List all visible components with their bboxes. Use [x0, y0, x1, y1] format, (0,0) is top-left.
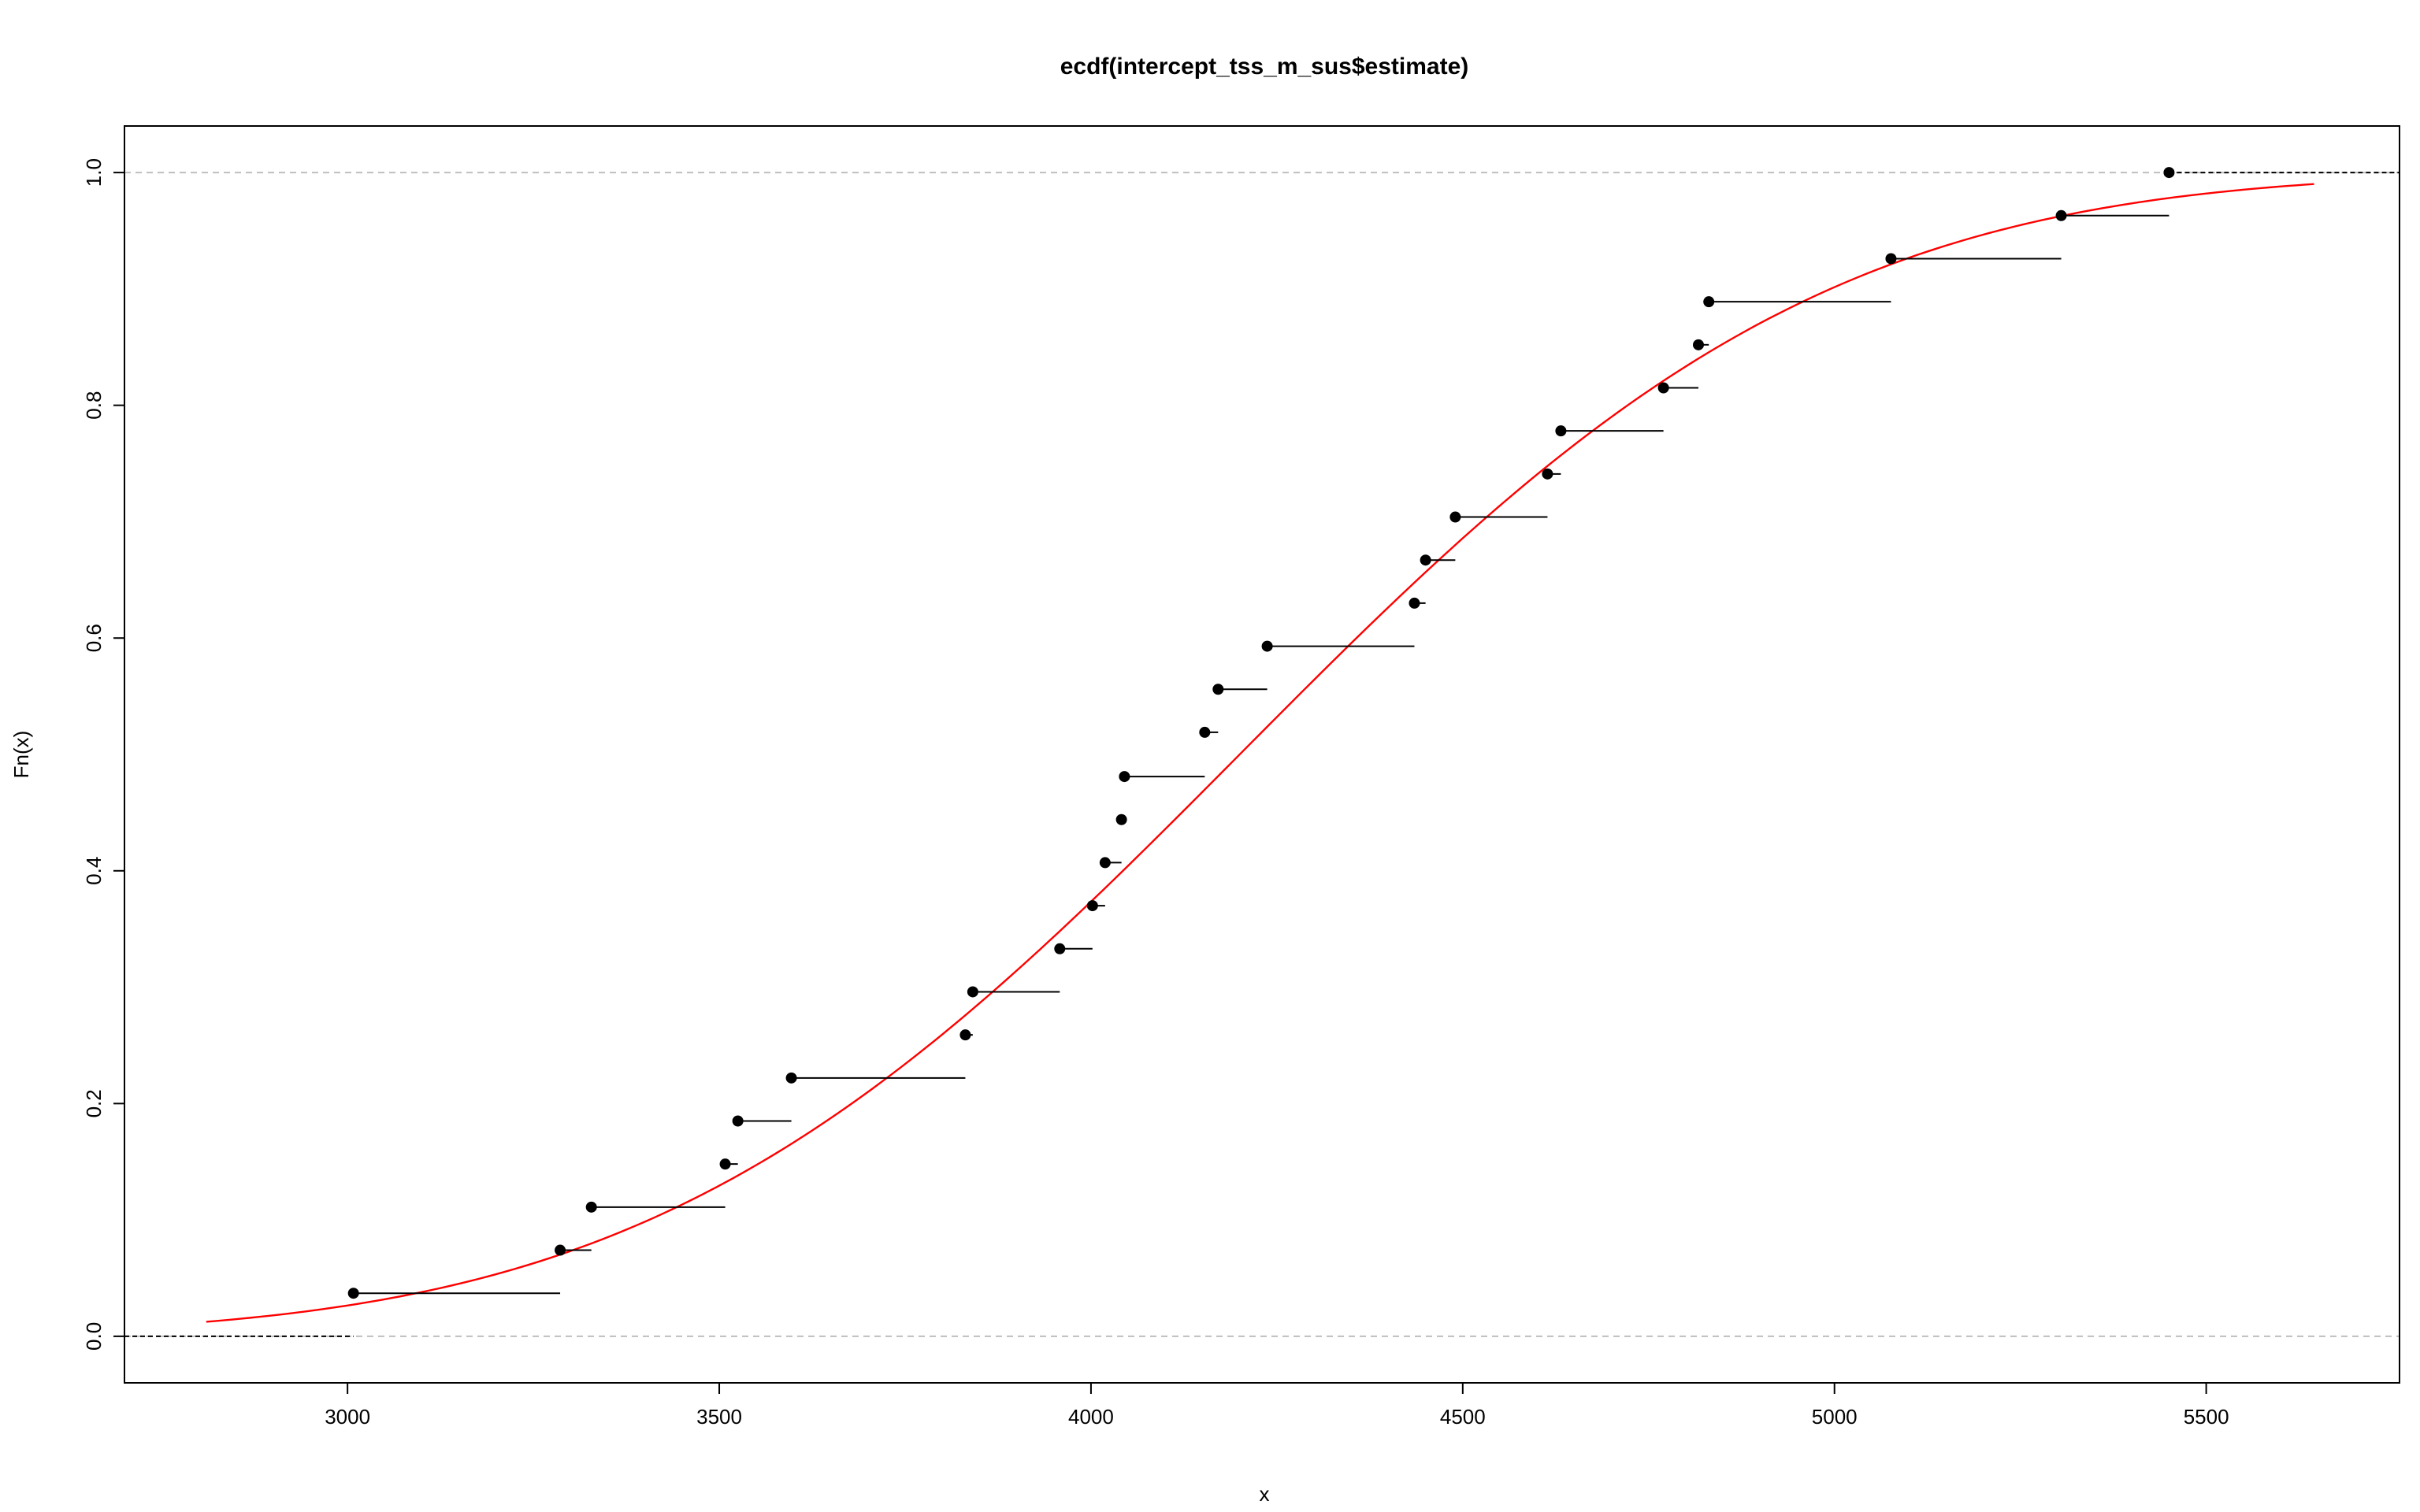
data-point [1885, 253, 1897, 265]
x-tick-label: 4000 [1068, 1405, 1114, 1429]
data-point [1703, 296, 1715, 308]
data-point [1119, 771, 1130, 783]
y-tick-label: 0.8 [82, 391, 106, 420]
data-point [2163, 167, 2175, 179]
y-tick-label: 0.0 [82, 1322, 106, 1351]
data-point [1099, 857, 1111, 869]
y-tick-label: 0.2 [82, 1089, 106, 1117]
y-tick-label: 0.6 [82, 624, 106, 652]
chart-title: ecdf(intercept_tss_m_sus$estimate) [1060, 54, 1469, 80]
data-point [785, 1072, 797, 1084]
y-tick-label: 1.0 [82, 158, 106, 187]
data-point [2055, 209, 2067, 221]
y-axis-label: Fn(x) [9, 731, 33, 779]
data-point [1199, 726, 1211, 738]
data-point [555, 1244, 566, 1256]
data-point [347, 1288, 359, 1299]
data-point [1542, 468, 1553, 480]
plot-area [124, 167, 2400, 1337]
x-tick-label: 5000 [1812, 1405, 1858, 1429]
data-point [1420, 554, 1431, 566]
data-point [1449, 511, 1461, 523]
data-point [1115, 813, 1127, 825]
x-tick-label: 5500 [2184, 1405, 2229, 1429]
data-point [1261, 640, 1273, 652]
x-tick-label: 3000 [325, 1405, 370, 1429]
data-point [967, 986, 978, 998]
data-point [1212, 684, 1224, 695]
data-point [585, 1201, 597, 1213]
data-point [1086, 900, 1098, 912]
data-point [1693, 339, 1705, 350]
plot-frame [124, 125, 2400, 1384]
data-point [1054, 943, 1066, 954]
x-axis-label: x [1260, 1482, 1270, 1506]
x-tick-label: 3500 [696, 1405, 742, 1429]
x-tick-label: 4500 [1440, 1405, 1486, 1429]
data-point [1409, 597, 1420, 609]
axes: 3000 3500 4000 4500 5000 5500 0.0 0.2 0.4 0.6 0.8 1… [82, 158, 2229, 1429]
y-tick-label: 0.4 [82, 857, 106, 885]
data-point [1657, 382, 1669, 394]
data-point [1555, 425, 1567, 437]
data-point [732, 1115, 744, 1127]
data-point [719, 1158, 731, 1170]
data-point [959, 1029, 971, 1041]
fitted-curve [206, 183, 2314, 1323]
